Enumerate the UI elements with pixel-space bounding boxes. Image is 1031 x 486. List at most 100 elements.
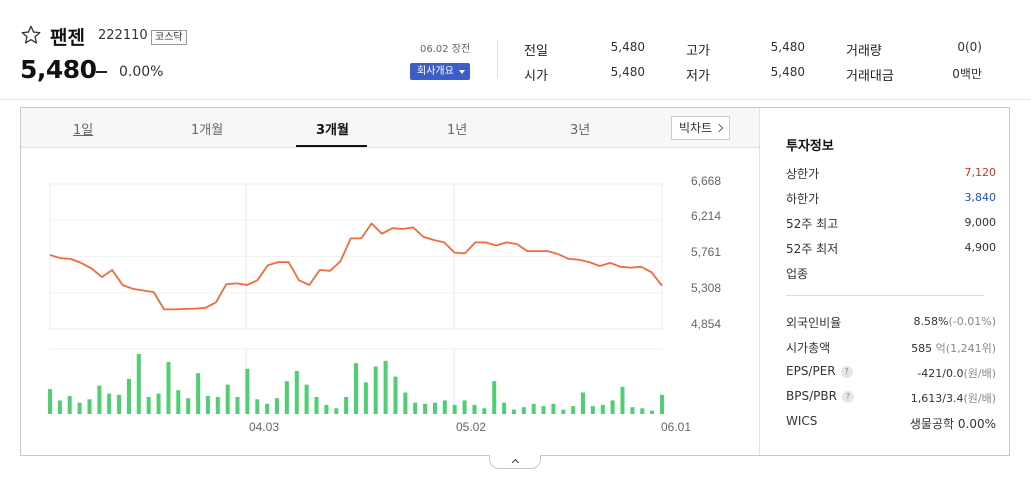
high-52w-value: 9,000: [964, 216, 997, 229]
lower-limit-label: 하한가: [786, 192, 820, 206]
volume-bar: [354, 363, 358, 414]
favorite-star-icon[interactable]: [20, 24, 42, 46]
investment-info-title: 투자정보: [786, 139, 834, 154]
quote-label-high: 고가: [686, 44, 710, 59]
market-cap-label: 시가총액: [786, 341, 831, 355]
volume-bar: [294, 371, 299, 414]
current-price: 5,480: [20, 55, 97, 84]
bps-pbr-unit: (원/배): [963, 392, 996, 405]
volume-bar: [97, 385, 102, 414]
volume-bar: [275, 398, 279, 414]
foreign-ratio-number: 8.58%: [913, 315, 949, 328]
bps-pbr-value: 1,613/3.4(원/배): [911, 390, 996, 406]
tab-3y[interactable]: 3년: [570, 123, 591, 138]
stock-name[interactable]: 팬젠: [50, 27, 85, 49]
volume-bar: [590, 406, 595, 414]
volume-bar: [442, 400, 447, 414]
tab-3m[interactable]: 3개월: [316, 123, 349, 138]
volume-bar: [255, 399, 260, 414]
big-chart-button[interactable]: 빅차트: [671, 116, 730, 140]
volume-bar: [146, 397, 151, 414]
bps-pbr-label: BPS/PBR?: [786, 389, 854, 403]
market-cap-value: 585 억(1,241위): [911, 340, 996, 356]
volume-bar: [620, 386, 625, 414]
eps-per-label: EPS/PER?: [786, 364, 853, 378]
volume-bar: [235, 397, 240, 414]
volume-bar: [127, 378, 131, 414]
tab-1d[interactable]: 1일: [73, 123, 94, 138]
tab-1m[interactable]: 1개월: [191, 123, 224, 138]
foreign-ratio-change: (-0.01%): [948, 315, 997, 328]
quote-value-volume: 0(0): [957, 40, 982, 54]
lower-limit-value: 3,840: [964, 191, 997, 204]
eps-per-value: -421/0.0(원/배): [917, 365, 996, 381]
volume-bar: [511, 409, 516, 414]
volume-bar: [107, 393, 112, 414]
no-change-icon: [96, 71, 107, 73]
y-tick-label: 5,308: [691, 281, 721, 295]
quote-label-low: 저가: [686, 69, 710, 84]
volume-bar: [423, 403, 428, 414]
bps-pbr-number: 1,613/3.4: [910, 392, 964, 405]
volume-bar: [205, 395, 210, 414]
y-tick-label: 5,761: [691, 245, 721, 259]
company-overview-label: 회사개요: [417, 66, 454, 77]
quote-label-prev-close: 전일: [524, 44, 548, 59]
quote-date: 06.02 장전: [420, 44, 471, 55]
price-chart: 6,668 6,214 5,761 5,308 4,854 04.03 05.02 06.01: [48, 174, 721, 434]
y-tick-label: 6,668: [691, 174, 721, 188]
volume-bar: [571, 406, 576, 414]
stock-code: 222110: [98, 28, 148, 43]
market-badge: 코스닥: [151, 30, 187, 45]
volume-bar: [156, 393, 161, 414]
volume-bar: [393, 376, 398, 414]
x-tick-label: 06.01: [661, 420, 691, 434]
foreign-ratio-label: 외국인비율: [786, 316, 842, 330]
volume-bar: [324, 404, 329, 414]
help-icon[interactable]: ?: [840, 366, 853, 378]
change-rate: 0.00%: [119, 64, 164, 80]
volume-bar: [87, 399, 92, 414]
volume-bar: [136, 354, 141, 414]
volume-bar: [482, 408, 487, 414]
volume-bar: [551, 403, 556, 414]
volume-bar: [640, 408, 645, 414]
chart-panel: 1일 1개월 3개월 1년 3년 빅차트 6,668 6,214 5,761 5,30…: [20, 107, 1010, 456]
help-icon[interactable]: ?: [841, 391, 854, 403]
company-overview-button[interactable]: 회사개요: [410, 63, 470, 80]
volume-bar: [492, 381, 497, 414]
volume-bar: [581, 392, 585, 414]
wics-value: 생물공학 0.00%: [909, 417, 996, 431]
volume-bar: [225, 384, 230, 414]
volume-bar: [344, 397, 349, 414]
low-52w-value: 4,900: [964, 241, 997, 254]
quote-label-open: 시가: [524, 69, 548, 84]
volume-bar: [630, 407, 635, 414]
volume-bar: [284, 381, 289, 414]
quote-value-open: 5,480: [610, 65, 645, 79]
volume-bar: [502, 402, 507, 414]
volume-bar: [48, 389, 52, 414]
volume-bar: [413, 402, 418, 414]
collapse-button[interactable]: [489, 455, 541, 469]
divider: [497, 40, 498, 78]
upper-limit-value: 7,120: [964, 166, 997, 179]
market-cap-rank: 억(1,241위): [935, 342, 996, 355]
volume-bar: [304, 384, 309, 414]
volume-bar: [196, 373, 201, 414]
stock-header: 팬젠 222110 코스닥 5,480 0.00% 06.02 장전 회사개요 …: [0, 0, 1031, 100]
volume-bar: [462, 400, 467, 414]
eps-per-number: -421/0.0: [917, 367, 964, 380]
tab-1y[interactable]: 1년: [447, 123, 468, 138]
volume-bar: [403, 392, 408, 414]
chevron-up-icon: [511, 458, 520, 467]
upper-limit-label: 상한가: [786, 167, 820, 181]
volume-bar: [245, 368, 250, 414]
caret-down-icon: [459, 70, 465, 74]
period-tabs: 1일 1개월 3개월 1년 3년 빅차트: [21, 108, 759, 148]
market-cap-number: 585: [911, 342, 933, 355]
volume-bar: [265, 403, 270, 414]
foreign-ratio-value: 8.58%(-0.01%): [914, 315, 996, 328]
volume-bar: [334, 408, 339, 414]
volume-bar: [561, 409, 566, 414]
